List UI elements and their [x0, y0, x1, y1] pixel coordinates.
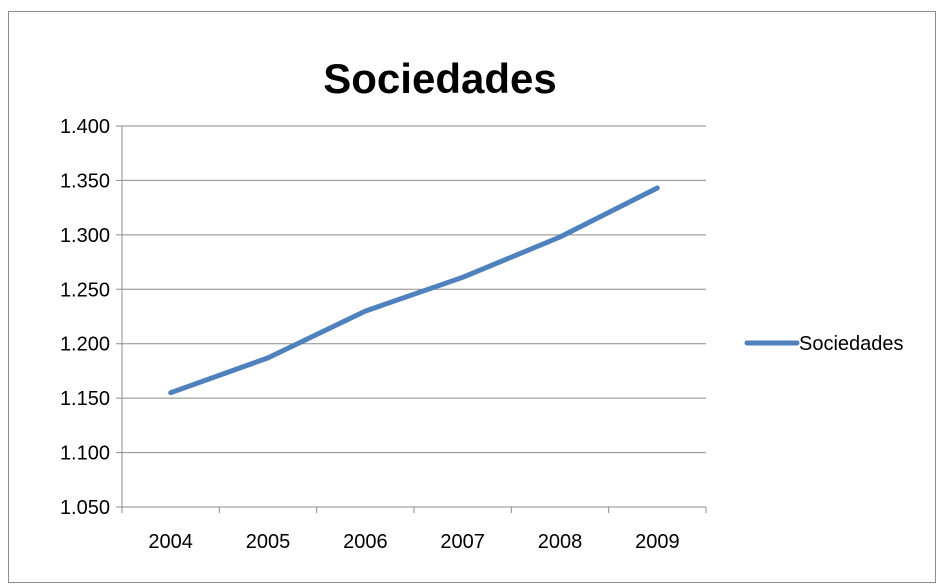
series-line-sociedades	[168, 185, 660, 396]
legend: Sociedades	[744, 333, 904, 355]
x-tick-label: 2006	[343, 531, 388, 553]
data-point	[559, 236, 561, 238]
x-tick-label: 2009	[635, 531, 680, 553]
data-point	[656, 187, 658, 189]
gridlines	[116, 125, 706, 508]
y-tick-label: 1.250	[60, 279, 110, 301]
x-axis: 2004 2005 2006 2007 2008 2009	[121, 126, 707, 553]
y-tick-label: 1.400	[60, 116, 110, 138]
x-tick-label: 2007	[440, 531, 485, 553]
data-point	[267, 357, 269, 359]
y-tick-label: 1.100	[60, 443, 110, 465]
x-tick-label: 2004	[148, 531, 193, 553]
chart-title: Sociedades	[323, 55, 556, 102]
legend-label-sociedades: Sociedades	[799, 333, 904, 355]
y-tick-label: 1.350	[60, 170, 110, 192]
x-tick-label: 2005	[246, 531, 291, 553]
x-tick-label: 2008	[538, 531, 583, 553]
y-tick-label: 1.050	[60, 497, 110, 519]
y-axis-tick-labels: 1.050 1.100 1.150 1.200 1.250 1.300 1.350 1.400	[60, 116, 110, 519]
data-point	[170, 392, 172, 394]
y-tick-label: 1.300	[60, 225, 110, 247]
chart-frame	[8, 11, 936, 583]
y-tick-label: 1.150	[60, 388, 110, 410]
y-tick-label: 1.200	[60, 334, 110, 356]
data-point	[364, 310, 366, 312]
series-group	[168, 185, 660, 396]
data-point	[462, 276, 464, 278]
